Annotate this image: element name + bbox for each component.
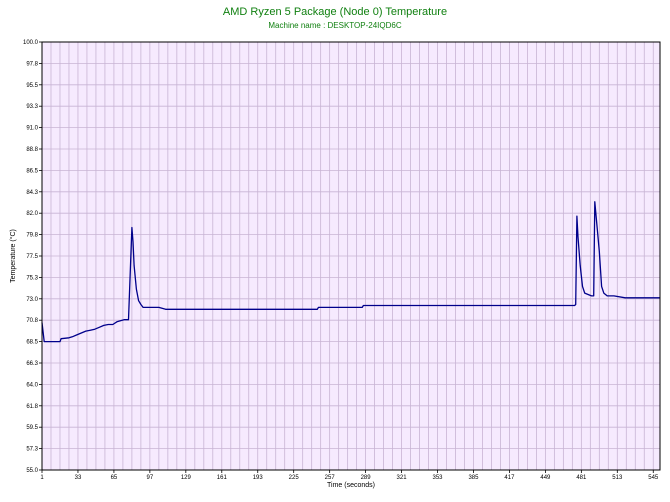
y-tick-label: 91.0 [26, 126, 38, 132]
y-tick-label: 86.5 [26, 168, 38, 174]
x-tick-label: 481 [576, 475, 587, 481]
y-tick-label: 100.0 [23, 40, 39, 46]
y-tick-label: 68.5 [26, 340, 38, 346]
y-tick-label: 93.3 [26, 104, 38, 110]
x-tick-label: 161 [217, 475, 228, 481]
y-tick-label: 59.5 [26, 425, 38, 431]
y-tick-label: 66.3 [26, 361, 38, 367]
x-tick-label: 417 [504, 475, 515, 481]
x-tick-label: 353 [433, 475, 444, 481]
y-tick-label: 55.0 [26, 468, 38, 474]
x-tick-label: 385 [468, 475, 479, 481]
series-group [41, 201, 660, 343]
x-tick-label: 545 [648, 475, 659, 481]
grid [42, 42, 660, 470]
y-tick-label: 82.0 [26, 211, 38, 217]
x-tick-label: 193 [253, 475, 264, 481]
y-tick-label: 77.5 [26, 254, 38, 260]
x-tick-label: 129 [181, 475, 192, 481]
x-tick-label: 225 [289, 475, 300, 481]
y-tick-label: 75.3 [26, 275, 38, 281]
x-tick-label: 1 [40, 475, 44, 481]
y-tick-label: 84.3 [26, 190, 38, 196]
y-axis-label: Temperature (°C) [9, 229, 17, 283]
y-tick-label: 73.0 [26, 297, 38, 303]
y-tick-label: 97.8 [26, 61, 38, 67]
y-tick-label: 64.0 [26, 382, 38, 388]
x-tick-label: 449 [540, 475, 551, 481]
y-tick-label: 79.8 [26, 233, 38, 239]
y-tick-label: 95.5 [26, 83, 38, 89]
x-tick-label: 289 [361, 475, 372, 481]
chart-title: AMD Ryzen 5 Package (Node 0) Temperature [222, 6, 448, 18]
x-tick-label: 97 [147, 475, 154, 481]
x-tick-label: 33 [75, 475, 82, 481]
y-tick-label: 61.8 [26, 404, 38, 410]
x-axis-label: Time (seconds) [327, 482, 375, 489]
x-tick-label: 257 [325, 475, 336, 481]
x-tick-label: 321 [397, 475, 408, 481]
x-tick-label: 65 [111, 475, 118, 481]
y-tick-label: 88.8 [26, 147, 38, 153]
y-axis-ticks: 55.0 57.3 59.5 61.8 64.0 66.3 68.5 70.8 73.0 75.3… [23, 40, 42, 474]
series-line [41, 201, 660, 343]
x-tick-label: 513 [612, 475, 623, 481]
chart-subtitle: Machine name : DESKTOP-24IQD6C [268, 21, 402, 30]
y-tick-label: 70.8 [26, 318, 38, 324]
x-axis-ticks: 1 33 65 97 129 161 193 225 257 289 321 353 385 417 449… [40, 470, 659, 481]
plot-border [41, 41, 661, 471]
y-tick-label: 57.3 [26, 447, 38, 453]
